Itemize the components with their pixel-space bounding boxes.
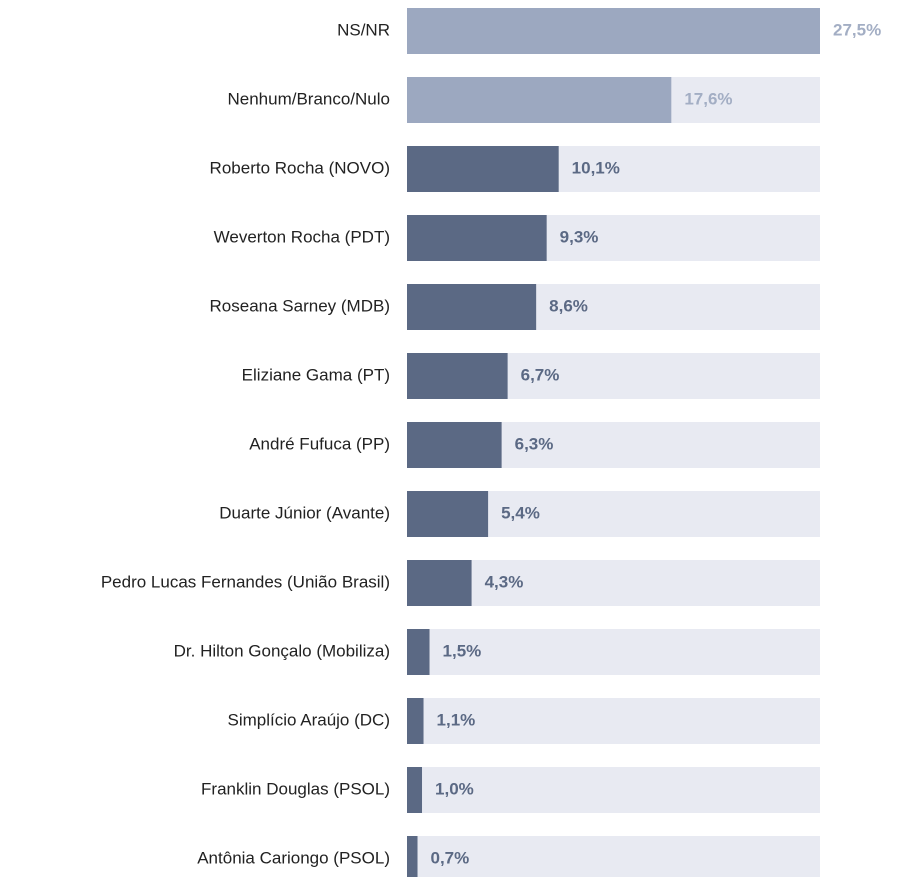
bar [407,353,508,399]
bar-track [407,767,820,813]
bar [407,215,547,261]
bar [407,77,672,123]
bar [407,422,502,468]
bar [407,836,418,877]
value-label: 1,1% [437,710,476,729]
value-label: 17,6% [684,89,732,108]
bar [407,767,423,813]
value-label: 9,3% [560,227,599,246]
bar [407,491,489,537]
category-label: NS/NR [337,20,390,39]
bar [407,146,559,192]
category-label: Franklin Douglas (PSOL) [201,779,390,798]
category-label: Pedro Lucas Fernandes (União Brasil) [101,572,390,591]
value-label: 5,4% [501,503,540,522]
category-label: Weverton Rocha (PDT) [214,227,390,246]
bar [407,560,472,606]
bar [407,284,537,330]
bar-track [407,836,820,877]
value-label: 6,7% [521,365,560,384]
bar [407,629,430,675]
category-label: Duarte Júnior (Avante) [219,503,390,522]
value-label: 1,5% [443,641,482,660]
value-label: 10,1% [572,158,620,177]
value-label: 8,6% [549,296,588,315]
bar-track [407,698,820,744]
category-label: Simplício Araújo (DC) [228,710,391,729]
value-label: 4,3% [485,572,524,591]
category-label: Nenhum/Branco/Nulo [227,89,390,108]
bar [407,8,820,54]
bar-track [407,629,820,675]
value-label: 27,5% [833,20,881,39]
bar [407,698,424,744]
value-label: 1,0% [435,779,474,798]
value-label: 6,3% [515,434,554,453]
bar-track [407,560,820,606]
category-label: Antônia Cariongo (PSOL) [197,848,390,867]
category-label: Dr. Hilton Gonçalo (Mobiliza) [174,641,390,660]
category-label: Eliziane Gama (PT) [242,365,390,384]
category-label: André Fufuca (PP) [249,434,390,453]
category-label: Roseana Sarney (MDB) [210,296,390,315]
value-label: 0,7% [431,848,470,867]
category-label: Roberto Rocha (NOVO) [210,158,390,177]
